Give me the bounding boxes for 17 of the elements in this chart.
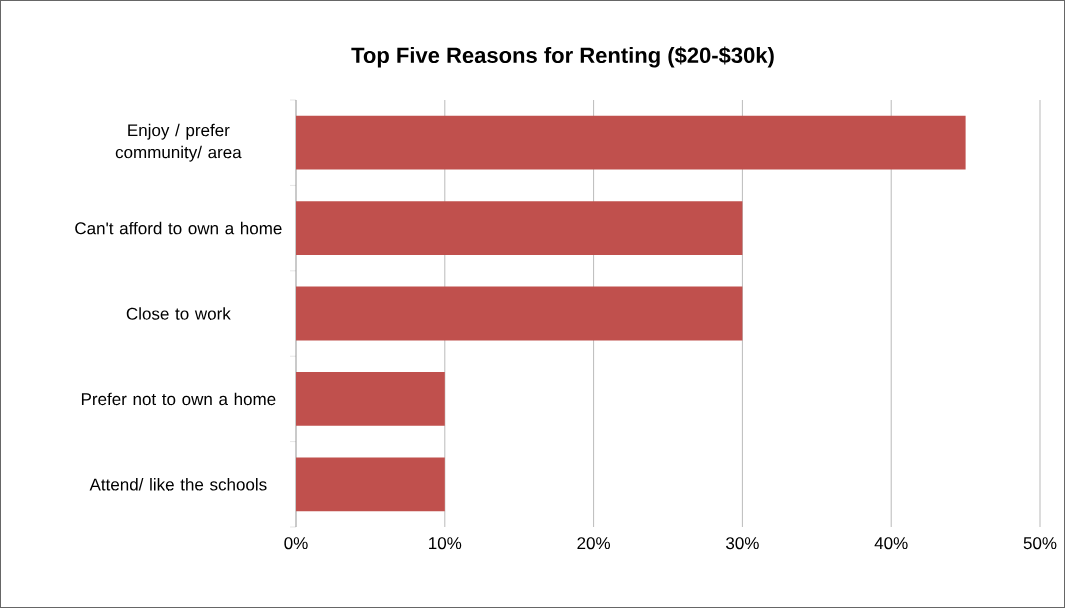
x-tick-label: 40% [874,537,908,550]
x-tick-label: 0% [284,537,308,550]
y-tick-label: Can't afford to own a home [75,221,282,235]
y-tick-label: Close to work [126,307,231,320]
bar [296,201,743,256]
x-tick-label: 30% [726,537,759,550]
x-tick-label: 10% [429,537,462,550]
bar [296,372,445,426]
x-tick-label: 20% [577,537,610,550]
x-tick-label: 50% [1023,537,1057,550]
bar [296,457,445,512]
chart-title: Top Five Reasons for Renting ($20-$30k) [351,46,774,68]
y-tick-label: Attend/ like the schools [89,478,267,491]
bar [296,115,966,170]
bar [296,286,743,341]
y-tick-label: Enjoy / prefer community/ area [115,123,242,162]
y-tick-label: Prefer not to own a home [81,392,276,406]
